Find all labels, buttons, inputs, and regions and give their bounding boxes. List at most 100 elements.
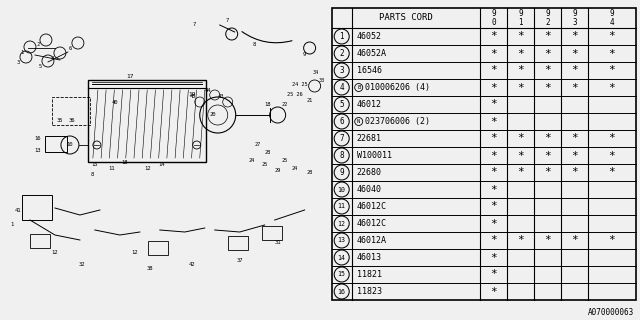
Text: 11: 11 [338, 204, 346, 210]
Bar [30, 234, 50, 248]
Text: 16: 16 [35, 135, 41, 140]
Text: *: * [571, 83, 578, 92]
Text: 40: 40 [111, 100, 118, 106]
Text: *: * [517, 167, 524, 178]
Text: 20: 20 [209, 111, 216, 116]
Text: *: * [490, 167, 497, 178]
Text: *: * [490, 269, 497, 279]
Bar [88, 80, 205, 162]
Text: 18: 18 [122, 159, 128, 164]
Text: 4: 4 [51, 55, 54, 60]
Text: 6: 6 [68, 45, 72, 51]
Text: *: * [571, 31, 578, 42]
Bar [228, 236, 248, 250]
Bar [262, 226, 282, 240]
Text: N: N [357, 119, 360, 124]
Text: 6: 6 [339, 117, 344, 126]
Text: 38: 38 [147, 266, 153, 270]
Text: *: * [517, 66, 524, 76]
Text: 13: 13 [35, 148, 41, 153]
Text: *: * [517, 49, 524, 59]
Text: A070000063: A070000063 [588, 308, 634, 317]
Text: 2: 2 [339, 49, 344, 58]
Text: 3: 3 [339, 66, 344, 75]
Text: *: * [490, 100, 497, 109]
Text: 7: 7 [226, 18, 229, 22]
Text: 4: 4 [339, 83, 344, 92]
Text: 34: 34 [312, 69, 319, 75]
Text: 1: 1 [339, 32, 344, 41]
Text: 13: 13 [338, 237, 346, 244]
Text: 46013: 46013 [356, 253, 381, 262]
Text: 14: 14 [159, 163, 165, 167]
Text: *: * [609, 150, 615, 161]
Text: *: * [490, 116, 497, 126]
Text: 023706006 (2): 023706006 (2) [365, 117, 429, 126]
Text: 9
4: 9 4 [610, 9, 614, 27]
Text: 12: 12 [132, 250, 138, 254]
Text: *: * [544, 167, 551, 178]
Text: *: * [490, 31, 497, 42]
Text: *: * [609, 66, 615, 76]
Text: *: * [609, 31, 615, 42]
Text: 9: 9 [339, 168, 344, 177]
Text: *: * [544, 66, 551, 76]
Text: *: * [571, 49, 578, 59]
Text: *: * [544, 150, 551, 161]
Text: 31: 31 [275, 239, 281, 244]
Text: *: * [517, 133, 524, 143]
Text: 7: 7 [193, 22, 196, 28]
Text: 7: 7 [339, 134, 344, 143]
Text: *: * [490, 202, 497, 212]
Text: 46012C: 46012C [356, 202, 387, 211]
Text: 15: 15 [338, 271, 346, 277]
Bar [45, 136, 67, 152]
Text: 1: 1 [10, 222, 13, 228]
Text: *: * [571, 167, 578, 178]
Text: 18: 18 [264, 102, 271, 108]
Text: 5: 5 [339, 100, 344, 109]
Text: 12: 12 [145, 165, 151, 171]
Text: 46052A: 46052A [356, 49, 387, 58]
Text: 8: 8 [90, 172, 93, 178]
Text: 14: 14 [338, 254, 346, 260]
Text: 25 26: 25 26 [287, 92, 303, 98]
Text: 28: 28 [264, 149, 271, 155]
Text: *: * [609, 133, 615, 143]
Text: 45: 45 [189, 94, 196, 100]
Text: 9
0: 9 0 [491, 9, 495, 27]
Text: 11: 11 [109, 165, 115, 171]
Text: *: * [544, 49, 551, 59]
Text: *: * [490, 83, 497, 92]
Text: *: * [544, 83, 551, 92]
Text: *: * [490, 133, 497, 143]
Text: *: * [490, 150, 497, 161]
Text: *: * [571, 66, 578, 76]
Text: 46012A: 46012A [356, 236, 387, 245]
Text: 27: 27 [255, 142, 261, 148]
Text: *: * [490, 286, 497, 297]
Bar [52, 97, 90, 125]
Text: 10: 10 [67, 142, 73, 148]
Text: *: * [517, 236, 524, 245]
Text: 15: 15 [92, 163, 98, 167]
Text: 44: 44 [205, 87, 211, 92]
Text: 46052: 46052 [356, 32, 381, 41]
Text: 22681: 22681 [356, 134, 381, 143]
Text: *: * [490, 185, 497, 195]
Text: 21: 21 [307, 98, 313, 102]
Text: 41: 41 [15, 207, 21, 212]
Text: 010006206 (4): 010006206 (4) [365, 83, 429, 92]
Text: 32: 32 [79, 262, 85, 268]
Text: *: * [571, 133, 578, 143]
Text: *: * [571, 150, 578, 161]
Text: 22680: 22680 [356, 168, 381, 177]
Text: *: * [544, 133, 551, 143]
Bar [22, 195, 52, 220]
Text: 24: 24 [291, 165, 298, 171]
Text: 24: 24 [248, 157, 255, 163]
Text: 9
3: 9 3 [572, 9, 577, 27]
Text: 11821: 11821 [356, 270, 381, 279]
Text: 46012: 46012 [356, 100, 381, 109]
Text: 35: 35 [57, 117, 63, 123]
